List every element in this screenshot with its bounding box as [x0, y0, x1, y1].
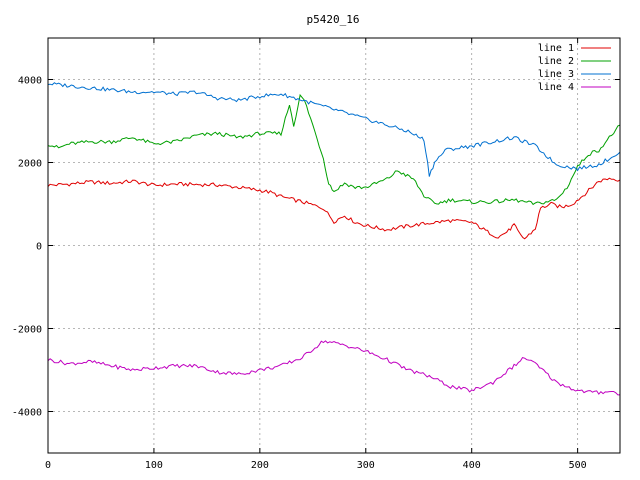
chart-title: p5420_16: [307, 13, 360, 26]
series-line-3: [47, 82, 621, 177]
x-tick-label: 200: [251, 460, 269, 471]
x-tick-label: 500: [569, 460, 587, 471]
y-tick-label: 4000: [18, 76, 42, 87]
legend-label-4: line 4: [538, 82, 574, 93]
series-line-2: [47, 93, 621, 206]
x-tick-label: 400: [463, 460, 481, 471]
series-layer: [47, 82, 621, 396]
x-tick-label: 300: [357, 460, 375, 471]
series-line-1: [47, 177, 621, 240]
y-tick-label: -4000: [12, 408, 42, 419]
legend-label-2: line 2: [538, 56, 574, 67]
legend-label-3: line 3: [538, 69, 574, 80]
y-tick-label: 2000: [18, 159, 42, 170]
series-line-4: [47, 340, 620, 396]
x-tick-label: 0: [45, 460, 51, 471]
legend: line 1 line 2 line 3 line 4: [538, 43, 611, 93]
legend-label-1: line 1: [538, 43, 574, 54]
axis-ticks: 0 100 200 300 400 500 -4000 -2000 0 2000 4000: [12, 38, 620, 471]
y-tick-label: -2000: [12, 325, 42, 336]
grid: [48, 38, 620, 453]
y-tick-label: 0: [36, 242, 42, 253]
x-tick-label: 100: [145, 460, 163, 471]
